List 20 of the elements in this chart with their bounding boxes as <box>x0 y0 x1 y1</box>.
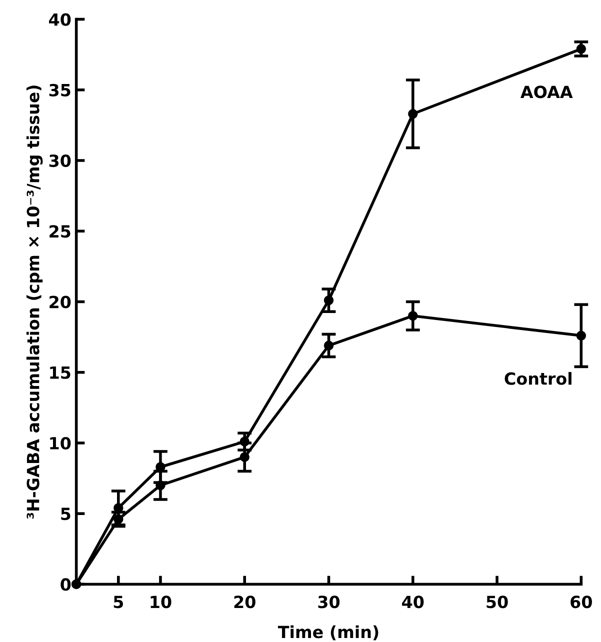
series-label: AOAA <box>520 86 573 98</box>
y-tick-label: 0 <box>60 578 71 591</box>
y-axis-title: ³H-GABA accumulation (cpm × 10⁻³/mg tissue) <box>26 86 43 519</box>
text: Control <box>504 372 572 385</box>
y-tick-label: 25 <box>50 225 70 238</box>
x-axis-title: Time (min) <box>278 625 378 640</box>
x-tick-label: 5 <box>114 596 124 608</box>
y-tick-label: 30 <box>49 154 71 168</box>
y-tick-label: 15 <box>50 366 70 379</box>
x-tick-label: 60 <box>570 596 592 608</box>
y-tick-label: 35 <box>49 84 70 96</box>
x-tick-label: 30 <box>318 596 340 608</box>
y-tick-label: 40 <box>49 13 71 26</box>
x-tick-label: 50 <box>486 596 508 608</box>
y-tick-label: 10 <box>50 436 71 450</box>
y-tick-label: 5 <box>61 508 70 520</box>
x-tick-label: 10 <box>150 596 172 608</box>
y-tick-label: 20 <box>50 296 71 308</box>
x-tick-label: 20 <box>234 596 256 608</box>
x-tick-label: 40 <box>402 596 424 608</box>
